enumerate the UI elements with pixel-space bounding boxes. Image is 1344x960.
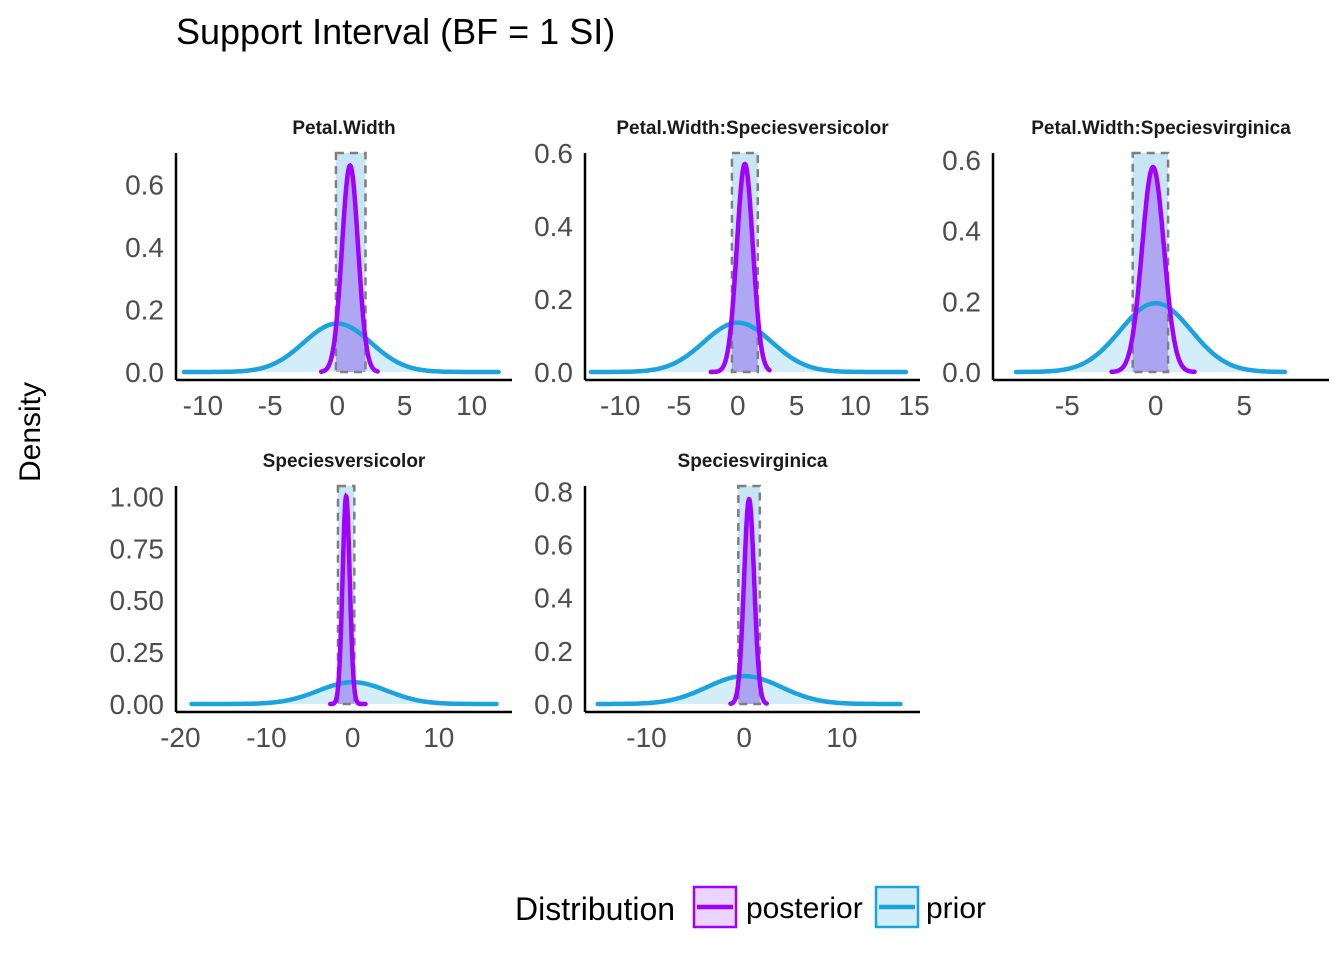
x-tick-label: 0 — [329, 390, 345, 421]
y-tick-label: 1.00 — [110, 481, 165, 512]
facet-label: Petal.Width — [292, 118, 395, 139]
facet-label: Petal.Width:Speciesvirginica — [1031, 118, 1291, 139]
support-interval-outline — [336, 484, 356, 706]
x-tick-label: 10 — [423, 722, 454, 753]
legend-label: posterior — [746, 892, 863, 925]
facet-label: Petal.Width:Speciesversicolor — [616, 118, 889, 139]
posterior-line — [708, 161, 772, 375]
posterior-area — [731, 164, 758, 372]
facet-panel: Petal.Width 0.0 0.2 0.4 0.6 -10 -5 0 5 10 — [125, 118, 512, 421]
y-tick-label: 0.2 — [125, 294, 164, 325]
facet-panel: Petal.Width:Speciesversicolor 0.0 0.2 0.4 0.… — [534, 118, 930, 421]
y-tick-label: 0.0 — [534, 357, 573, 388]
facet-label: Speciesversicolor — [263, 451, 426, 472]
x-tick-label: -20 — [160, 722, 200, 753]
y-tick-label: 0.0 — [534, 689, 573, 720]
y-tick-label: 0.75 — [110, 533, 165, 564]
x-tick-label: -10 — [183, 390, 223, 421]
y-tick-label: 0.6 — [534, 529, 573, 560]
x-tick-label: -5 — [258, 390, 283, 421]
x-tick-label: 10 — [456, 390, 487, 421]
facet-panel: Speciesvirginica 0.0 0.2 0.4 0.6 0.8 -10 0 10 — [534, 451, 920, 753]
x-tick-label: 0 — [345, 722, 361, 753]
prior-line — [588, 320, 909, 375]
y-tick-label: 0.4 — [125, 232, 164, 263]
x-tick-label: -5 — [667, 390, 692, 421]
facet-panel: Petal.Width:Speciesvirginica 0.0 0.2 0.4 0.6… — [942, 118, 1329, 421]
x-tick-label: 0 — [730, 390, 746, 421]
y-tick-label: 0.50 — [110, 585, 165, 616]
prior-line — [1013, 300, 1288, 375]
y-tick-label: 0.2 — [534, 284, 573, 315]
legend-label: prior — [926, 892, 986, 925]
legend-entry: posterior — [692, 885, 863, 929]
support-interval-outline — [737, 484, 762, 706]
x-tick-label: 5 — [397, 390, 413, 421]
legend-title: Distribution — [515, 891, 675, 927]
legend-entry: prior — [874, 885, 986, 929]
y-tick-label: 0.4 — [534, 211, 573, 242]
posterior-area — [335, 165, 366, 372]
x-tick-label: 15 — [899, 390, 930, 421]
legend: Distribution posterior prior — [515, 885, 986, 929]
posterior-line — [327, 492, 368, 707]
y-tick-label: 0.8 — [534, 476, 573, 507]
x-tick-label: 0 — [1148, 390, 1164, 421]
x-tick-label: 0 — [736, 722, 752, 753]
x-tick-label: 10 — [826, 722, 857, 753]
posterior-line — [318, 162, 380, 374]
x-tick-label: 5 — [789, 390, 805, 421]
posterior-line — [1109, 164, 1197, 375]
x-tick-label: -5 — [1055, 390, 1080, 421]
y-tick-label: 0.4 — [534, 583, 573, 614]
y-tick-label: 0.6 — [942, 145, 981, 176]
prior-line — [181, 321, 501, 375]
y-tick-label: 0.0 — [125, 357, 164, 388]
support-interval-outline — [730, 151, 760, 374]
y-tick-label: 0.0 — [942, 357, 981, 388]
y-tick-label: 0.2 — [534, 636, 573, 667]
y-tick-label: 0.2 — [942, 286, 981, 317]
facet-panel: Speciesversicolor 0.00 0.25 0.50 0.75 1.00 -20… — [110, 451, 512, 753]
x-tick-label: -10 — [600, 390, 640, 421]
posterior-area — [738, 499, 760, 704]
facet-label: Speciesvirginica — [678, 451, 828, 472]
x-tick-label: 10 — [840, 390, 871, 421]
y-tick-label: 0.6 — [534, 138, 573, 169]
y-tick-label: 0.00 — [110, 689, 165, 720]
support-interval-outline — [334, 151, 367, 374]
x-tick-label: -10 — [626, 722, 666, 753]
y-axis-title: Density — [14, 382, 47, 482]
y-tick-label: 0.25 — [110, 637, 165, 668]
x-tick-label: -10 — [246, 722, 286, 753]
x-tick-label: 5 — [1236, 390, 1252, 421]
prior-line — [189, 679, 499, 707]
y-tick-label: 0.6 — [125, 169, 164, 200]
support-interval-outline — [1131, 151, 1170, 374]
posterior-line — [728, 496, 769, 706]
chart-title: Support Interval (BF = 1 SI) — [176, 11, 615, 52]
y-tick-label: 0.4 — [942, 216, 981, 247]
prior-line — [595, 673, 903, 707]
